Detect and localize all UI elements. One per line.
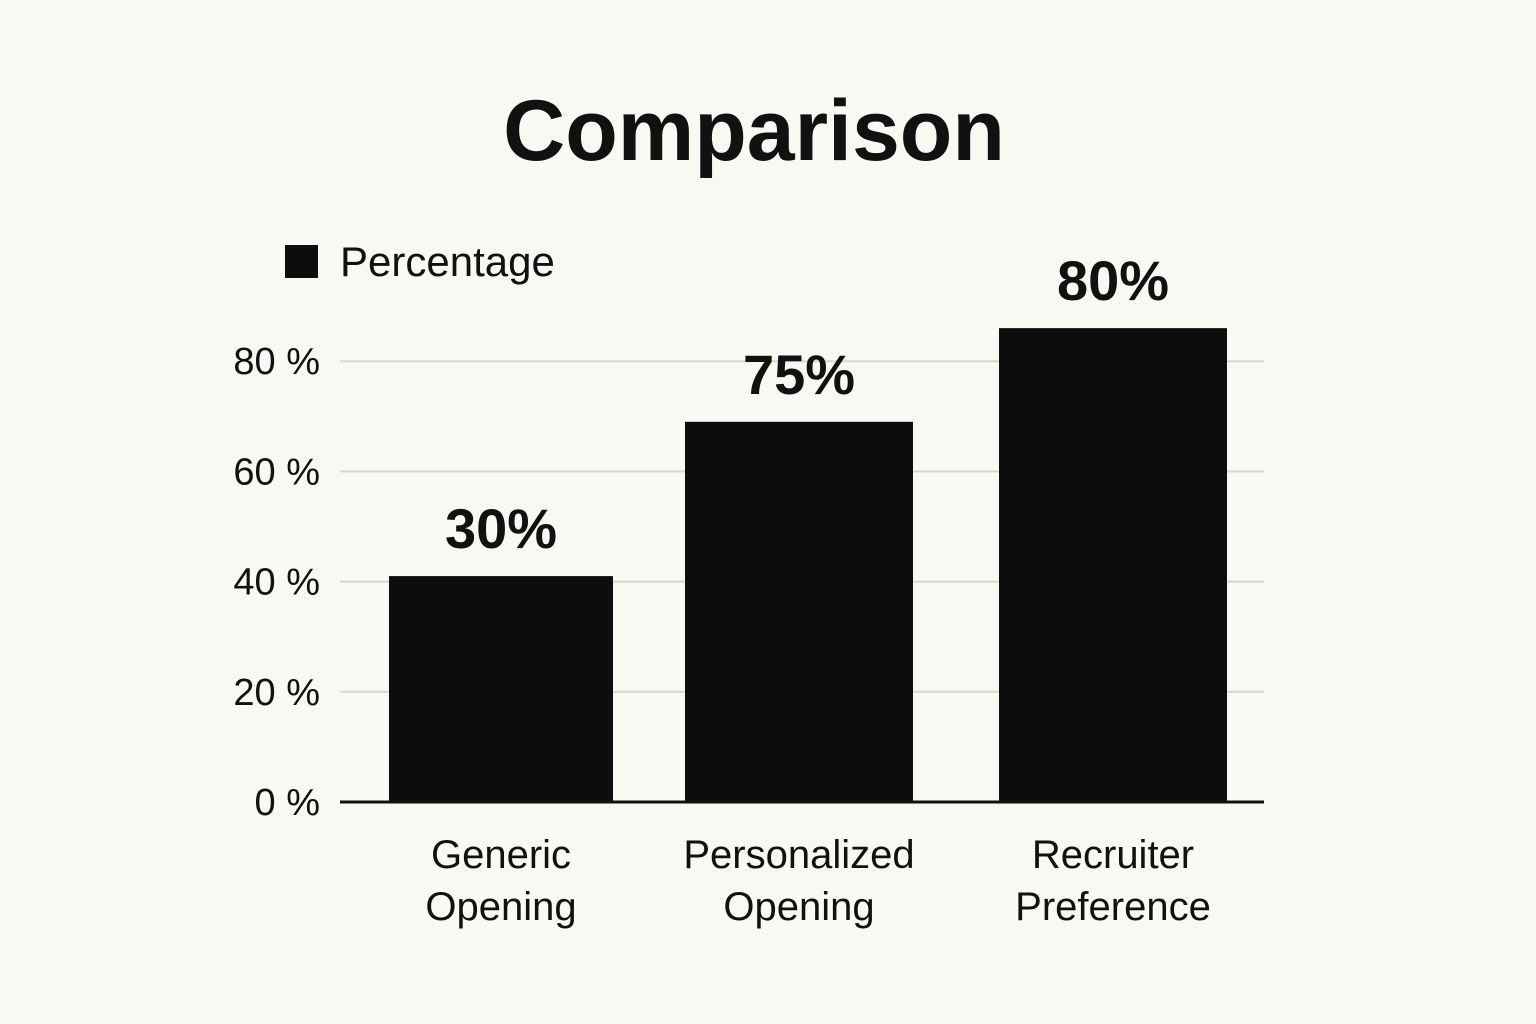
y-tick-label: 80 % [233,341,320,383]
y-tick-label: 0 % [255,782,320,824]
value-label: 30% [445,497,557,560]
bar-1 [685,421,913,802]
value-label: 75% [743,343,855,406]
x-tick-label: Preference [1015,885,1211,929]
legend: Percentage [285,238,555,285]
y-tick-label: 60 % [233,451,320,493]
legend-label: Percentage [340,238,555,285]
x-tick-label: Opening [723,885,874,929]
y-tick-label: 20 % [233,672,320,714]
x-tick-label: Personalized [683,833,914,877]
x-tick-label: Recruiter [1032,833,1194,877]
bars [389,328,1227,802]
x-tick-label: Opening [425,885,576,929]
bar-2 [999,328,1227,802]
y-tick-label: 40 % [233,562,320,604]
value-label: 80% [1057,249,1169,312]
labels: 0 % 20 % 40 % 60 % 80 % 30% Generic Opening 75% P… [233,249,1210,929]
bar-0 [389,576,613,802]
x-tick-label: Generic [431,833,571,877]
legend-swatch [285,245,318,278]
chart-title: Comparison [503,83,1005,179]
